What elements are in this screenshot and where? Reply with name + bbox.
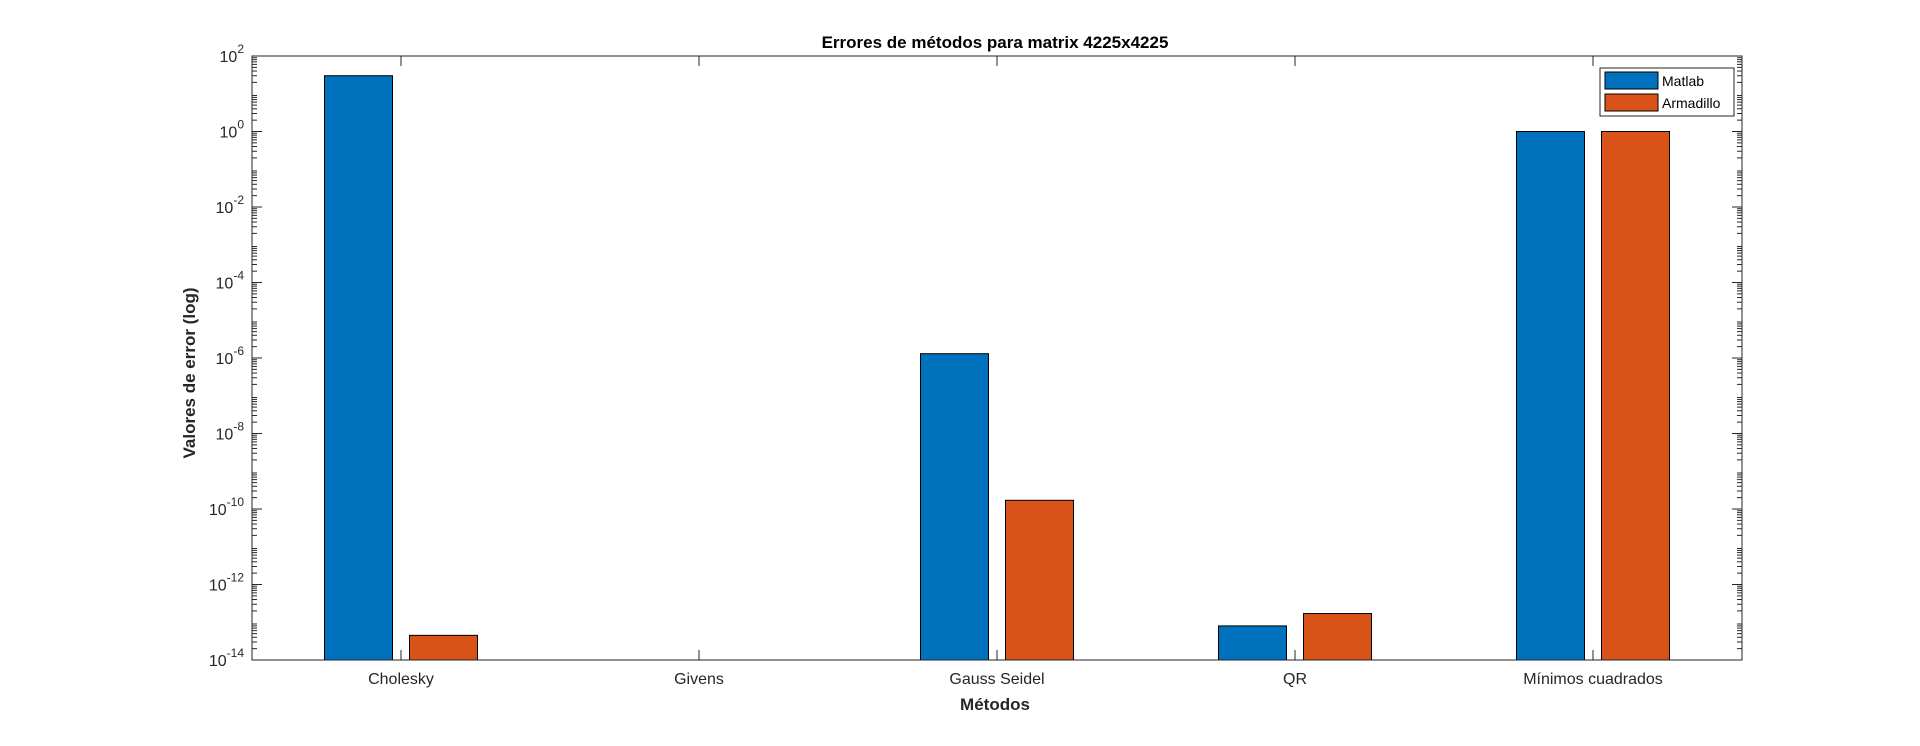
y-axis-ticks: 10-14 10-12 10-10 10-8 10-6 10-4 10-2 100 102 [209, 42, 1742, 670]
bar-armadillo-mínimos-cuadrados [1601, 131, 1670, 661]
y-tick-label: 102 [220, 42, 245, 66]
legend-label-armadillo: Armadillo [1662, 95, 1721, 111]
chart-title: Errores de métodos para matrix 4225x4225 [822, 33, 1169, 52]
bar-matlab-mínimos-cuadrados [1516, 131, 1585, 661]
x-axis-ticks: Cholesky Givens Gauss Seidel QR Mínimos cuad… [368, 56, 1663, 688]
x-tick-label: Gauss Seidel [949, 671, 1044, 688]
y-tick-label: 10-12 [209, 571, 244, 595]
y-tick-label: 10-14 [209, 646, 244, 670]
bars [324, 75, 1670, 661]
y-tick-label: 10-10 [209, 495, 244, 519]
legend-label-matlab: Matlab [1662, 73, 1704, 89]
bar-armadillo-cholesky [409, 634, 478, 661]
legend-swatch-armadillo [1604, 93, 1659, 112]
x-tick-label: QR [1283, 671, 1307, 688]
bar-armadillo-qr [1303, 613, 1372, 661]
bar-matlab-qr [1218, 625, 1287, 661]
legend-swatch-matlab [1604, 71, 1659, 90]
y-tick-label: 100 [220, 118, 245, 142]
y-tick-label: 10-8 [216, 420, 245, 444]
y-tick-label: 10-2 [216, 193, 245, 217]
minor-ticks [252, 57, 1742, 650]
plot-area-border [251, 55, 1743, 661]
legend: Matlab Armadillo [1599, 67, 1735, 117]
y-axis-label: Valores de error (log) [180, 288, 199, 459]
x-tick-label: Cholesky [368, 671, 434, 688]
x-tick-label: Givens [674, 671, 724, 688]
bar-matlab-cholesky [324, 75, 393, 661]
y-tick-label: 10-6 [216, 344, 245, 368]
bar-armadillo-gauss-seidel [1005, 499, 1074, 661]
bar-matlab-gauss-seidel [920, 353, 989, 661]
x-tick-label: Mínimos cuadrados [1523, 671, 1663, 688]
x-axis-label: Métodos [960, 695, 1030, 714]
y-tick-label: 10-4 [216, 269, 245, 293]
